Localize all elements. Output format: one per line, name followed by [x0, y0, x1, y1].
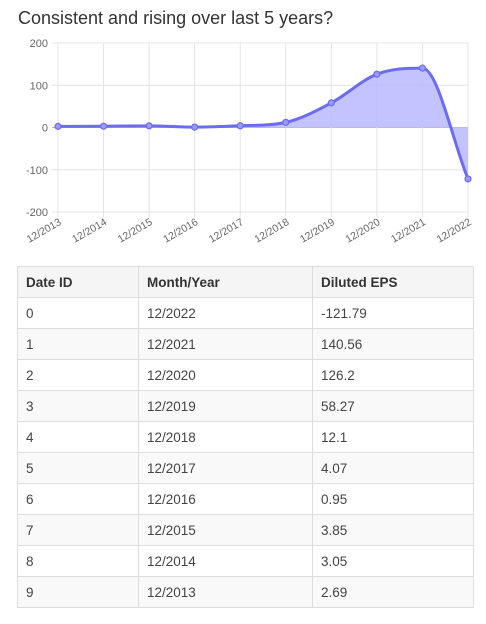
cell-month-year: 12/2014 [138, 545, 313, 577]
data-point [418, 64, 427, 72]
table-row: 3 12/2019 58.27 [17, 390, 474, 422]
data-point [282, 118, 290, 126]
header-date-id: Date ID [17, 266, 139, 298]
cell-month-year: 12/2015 [138, 514, 313, 546]
data-point [99, 122, 108, 130]
cell-date-id: 4 [17, 421, 139, 453]
y-tick-label: -100 [26, 165, 48, 177]
x-tick-label: 12/2022 [435, 216, 474, 245]
y-tick-label: 0 [42, 123, 48, 135]
cell-diluted-eps: 4.07 [312, 452, 474, 484]
data-point [373, 70, 381, 78]
cell-month-year: 12/2018 [138, 421, 313, 453]
table-header-row: Date ID Month/Year Diluted EPS [17, 266, 474, 298]
cell-month-year: 12/2021 [138, 328, 313, 360]
cell-month-year: 12/2022 [138, 297, 313, 329]
x-tick-label: 12/2016 [161, 216, 200, 245]
data-point [54, 122, 62, 130]
x-tick-label: 12/2020 [344, 216, 383, 245]
cell-diluted-eps: 140.56 [312, 328, 474, 360]
cell-date-id: 6 [17, 483, 139, 515]
eps-points [54, 64, 472, 183]
y-tick-label: 100 [30, 80, 48, 92]
table-row: 1 12/2021 140.56 [17, 328, 474, 360]
y-tick-label: 200 [30, 38, 48, 50]
cell-diluted-eps: 2.69 [312, 576, 474, 608]
cell-date-id: 0 [17, 297, 139, 329]
cell-month-year: 12/2019 [138, 390, 313, 422]
cell-month-year: 12/2013 [138, 576, 313, 608]
x-tick-label: 12/2017 [207, 216, 246, 245]
cell-date-id: 5 [17, 452, 139, 484]
data-point [191, 123, 199, 131]
cell-month-year: 12/2016 [138, 483, 313, 515]
table-row: 6 12/2016 0.95 [17, 483, 474, 515]
x-axis-labels: 12/2013 12/2014 12/2015 12/2016 12/2017 12/20… [25, 216, 474, 245]
data-point [145, 122, 153, 130]
table-row: 0 12/2022 -121.79 [17, 297, 474, 329]
cell-diluted-eps: 126.2 [312, 359, 474, 391]
cell-date-id: 8 [17, 545, 139, 577]
cell-diluted-eps: 12.1 [312, 421, 474, 453]
cell-date-id: 9 [17, 576, 139, 608]
cell-diluted-eps: 3.05 [312, 545, 474, 577]
cell-month-year: 12/2020 [138, 359, 313, 391]
cell-diluted-eps: 58.27 [312, 390, 474, 422]
data-point [236, 122, 244, 130]
table-row: 9 12/2013 2.69 [17, 576, 474, 608]
table-row: 4 12/2018 12.1 [17, 421, 474, 453]
x-tick-label: 12/2015 [116, 216, 155, 245]
cell-date-id: 1 [17, 328, 139, 360]
cell-diluted-eps: 0.95 [312, 483, 474, 515]
y-axis-labels: 200 100 0 -100 -200 [26, 38, 48, 219]
cell-month-year: 12/2017 [138, 452, 313, 484]
table-row: 2 12/2020 126.2 [17, 359, 474, 391]
table-row: 5 12/2017 4.07 [17, 452, 474, 484]
header-diluted-eps: Diluted EPS [312, 266, 474, 298]
data-point [327, 99, 335, 107]
x-tick-label: 12/2019 [298, 216, 337, 245]
chart-title: Consistent and rising over last 5 years? [18, 8, 334, 28]
eps-area-fill [58, 68, 468, 179]
eps-table: Date ID Month/Year Diluted EPS 0 12/2022-… [17, 266, 474, 608]
y-tick-label: -200 [26, 207, 48, 219]
table-row: 8 12/2014 3.05 [17, 545, 474, 577]
cell-date-id: 3 [17, 390, 139, 422]
eps-line [57, 66, 470, 180]
cell-diluted-eps: 3.85 [312, 514, 474, 546]
x-tick-label: 12/2014 [70, 216, 109, 245]
x-tick-label: 12/2013 [25, 216, 64, 245]
header-month-year: Month/Year [138, 266, 313, 298]
data-point [464, 175, 472, 183]
cell-date-id: 7 [17, 514, 139, 546]
x-tick-label: 12/2021 [389, 216, 428, 245]
table-row: 7 12/2015 3.85 [17, 514, 474, 546]
x-tick-label: 12/2018 [252, 216, 291, 245]
cell-date-id: 2 [17, 359, 139, 391]
cell-diluted-eps: -121.79 [312, 297, 474, 329]
